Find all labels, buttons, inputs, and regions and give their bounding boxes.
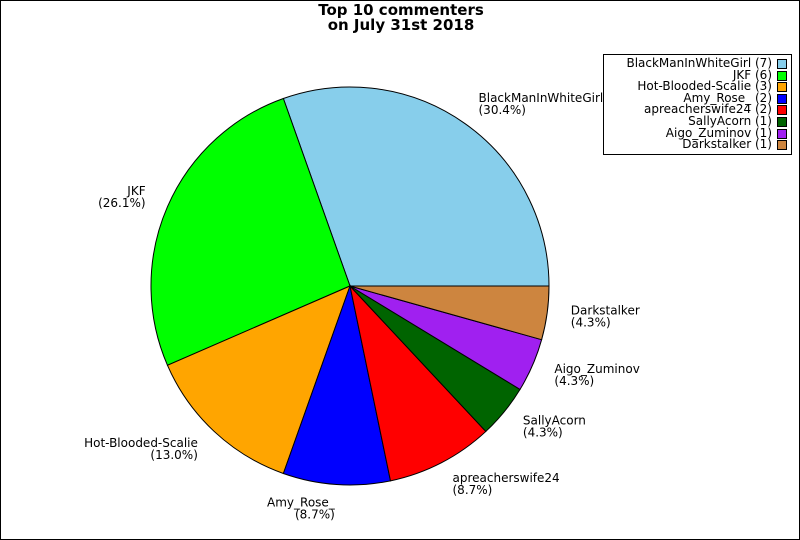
pie-slice-hot-blooded-scalie bbox=[166, 285, 351, 475]
legend-label: apreacherswife24 (2) bbox=[644, 102, 772, 117]
slice-name-label: Hot-Blooded-Scalie bbox=[84, 436, 198, 450]
legend: BlackManInWhiteGirl (7) JKF (6) Hot-Bloode… bbox=[603, 54, 792, 155]
legend-label: Darkstalker (1) bbox=[682, 137, 772, 152]
legend-item: JKF (6) bbox=[604, 67, 791, 82]
pie-slice-apreacherswife24 bbox=[349, 284, 487, 482]
slice-percent-label: (30.4%) bbox=[479, 103, 526, 117]
slice-label-group: Amy_Rose_(8.7%) bbox=[267, 495, 336, 521]
legend-swatch bbox=[777, 59, 787, 69]
legend-item: Hot-Blooded-Scalie (3) bbox=[604, 79, 791, 94]
slice-name-label: BlackManInWhiteGirl bbox=[479, 91, 604, 105]
slice-name-label: SallyAcorn bbox=[523, 414, 586, 428]
chart-title: Top 10 commenters on July 31st 2018 bbox=[318, 1, 484, 34]
slice-label-group: BlackManInWhiteGirl(30.4%) bbox=[479, 91, 604, 117]
legend-swatch bbox=[777, 128, 787, 139]
slice-name-label: apreacherswife24 bbox=[453, 471, 560, 485]
slice-percent-label: (8.7%) bbox=[295, 507, 335, 521]
legend-swatch bbox=[777, 116, 787, 127]
slice-percent-label: (4.3%) bbox=[554, 374, 594, 388]
pie-slice-blackmaninwhitegirl bbox=[282, 86, 550, 287]
legend-swatch bbox=[777, 140, 787, 151]
pie-slice-jkf bbox=[150, 97, 351, 366]
slice-label-group: Darkstalker(4.3%) bbox=[571, 303, 640, 329]
legend-label: Amy_Rose_ (2) bbox=[683, 90, 772, 105]
slice-percent-label: (13.0%) bbox=[150, 448, 197, 462]
legend-item: Amy_Rose_ (2) bbox=[604, 90, 791, 105]
legend-item: Aigo_Zuminov (1) bbox=[604, 125, 791, 140]
legend-swatch bbox=[777, 105, 787, 116]
slice-percent-label: (26.1%) bbox=[98, 196, 145, 210]
legend-item: apreacherswife24 (2) bbox=[604, 102, 791, 117]
legend-item: BlackManInWhiteGirl (7) bbox=[604, 56, 791, 70]
legend-item: SallyAcorn (1) bbox=[604, 113, 791, 128]
legend-label: Hot-Blooded-Scalie (3) bbox=[637, 79, 772, 94]
legend-swatch bbox=[777, 93, 787, 104]
slice-percent-label: (4.3%) bbox=[571, 315, 611, 329]
slice-label-group: Hot-Blooded-Scalie(13.0%) bbox=[84, 436, 198, 462]
slice-name-label: Aigo_Zuminov bbox=[554, 362, 639, 376]
slice-percent-label: (8.7%) bbox=[453, 483, 493, 497]
slice-label-group: apreacherswife24(8.7%) bbox=[453, 471, 560, 497]
slice-label-group: SallyAcorn(4.3%) bbox=[523, 414, 586, 440]
legend-label: Aigo_Zuminov (1) bbox=[665, 125, 772, 140]
legend-label: JKF (6) bbox=[732, 67, 772, 82]
slice-percent-label: (4.3%) bbox=[523, 426, 563, 440]
legend-item: Darkstalker (1) bbox=[604, 137, 791, 152]
slice-name-label: Amy_Rose_ bbox=[267, 495, 336, 509]
pie-slice-darkstalker bbox=[349, 285, 550, 341]
slice-label-group: JKF(26.1%) bbox=[98, 184, 146, 210]
legend-swatch bbox=[777, 82, 787, 93]
pie-slice-amy-rose bbox=[282, 284, 392, 486]
slice-name-label: Darkstalker bbox=[571, 303, 640, 317]
legend-swatch bbox=[777, 70, 787, 81]
slice-name-label: JKF bbox=[126, 184, 145, 198]
legend-label: SallyAcorn (1) bbox=[688, 113, 772, 128]
legend-label: BlackManInWhiteGirl (7) bbox=[626, 56, 772, 70]
slice-label-group: Aigo_Zuminov(4.3%) bbox=[554, 362, 639, 388]
